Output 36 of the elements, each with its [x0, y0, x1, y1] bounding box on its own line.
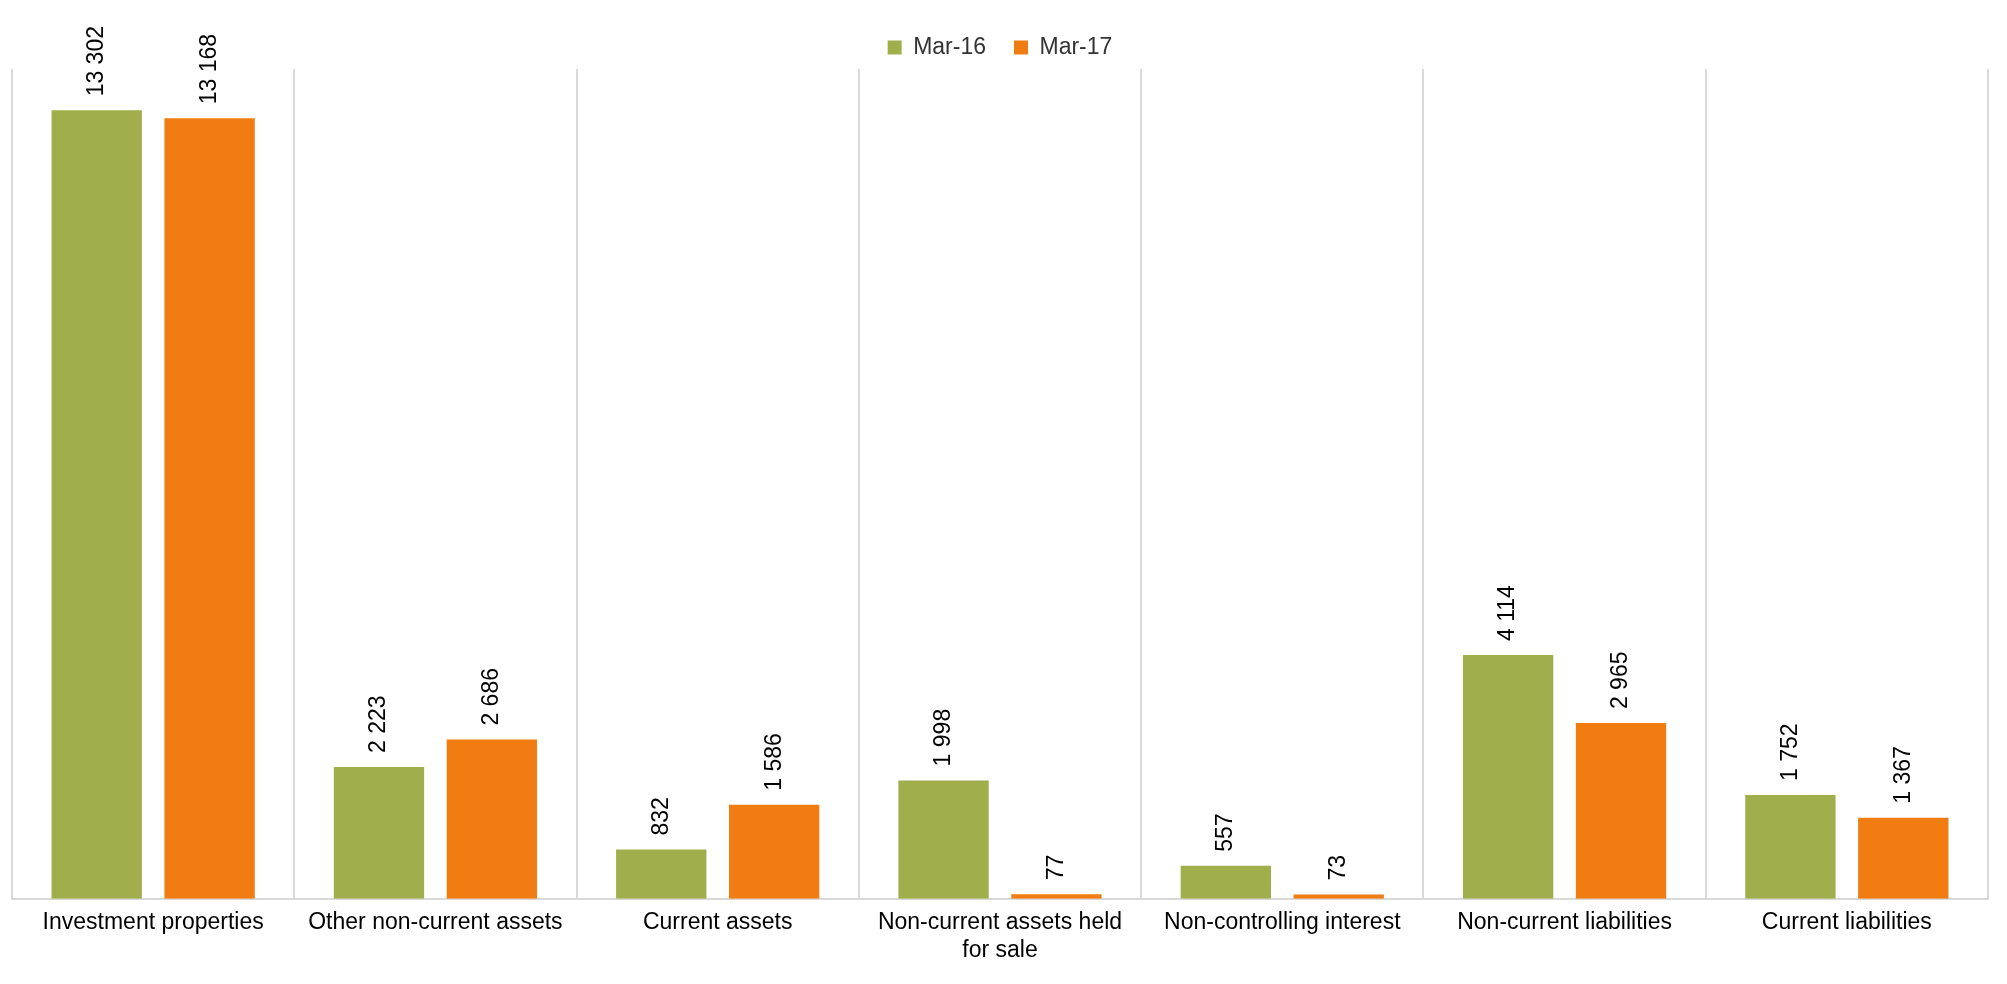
- data-label: 832: [646, 797, 673, 836]
- bar: [1462, 654, 1554, 899]
- x-tick-label: Current assets: [642, 907, 793, 934]
- data-label: 77: [1041, 854, 1068, 881]
- bar: [1293, 894, 1384, 899]
- x-tick-label: Investment properties: [42, 907, 264, 934]
- data-label: 557: [1211, 813, 1238, 852]
- data-label: 1 752: [1775, 723, 1802, 781]
- data-label: 4 114: [1493, 584, 1520, 641]
- bar: [164, 118, 255, 899]
- data-label: 13 168: [194, 33, 221, 105]
- data-label: 2 965: [1606, 651, 1633, 710]
- bar: [1575, 723, 1667, 899]
- data-label: 1 998: [928, 708, 955, 767]
- bar: [1745, 794, 1836, 899]
- bar: [1858, 817, 1949, 899]
- data-label: 13 302: [82, 26, 109, 97]
- data-label: 2 686: [477, 668, 504, 726]
- bar: [446, 739, 538, 899]
- x-tick-label: Non-current assets held for sale: [877, 907, 1123, 962]
- legend-label: Mar-16: [913, 32, 987, 59]
- legend-label: Mar-17: [1039, 32, 1113, 59]
- bar: [898, 780, 989, 899]
- bar: [729, 804, 820, 899]
- data-label: 2 223: [364, 695, 391, 754]
- data-label: 73: [1324, 854, 1351, 881]
- x-tick-label: Non-controlling interest: [1164, 907, 1402, 934]
- bar: [333, 767, 425, 899]
- bar: [51, 110, 142, 899]
- x-tick-label: Current liabilities: [1761, 907, 1932, 934]
- bar: [616, 849, 707, 899]
- bar: [1180, 865, 1271, 899]
- x-tick-label: Non-current liabilities: [1457, 907, 1672, 934]
- x-tick-label: Other non-current assets: [308, 907, 563, 934]
- data-label: 1 586: [759, 733, 786, 791]
- data-label: 1 367: [1888, 746, 1915, 804]
